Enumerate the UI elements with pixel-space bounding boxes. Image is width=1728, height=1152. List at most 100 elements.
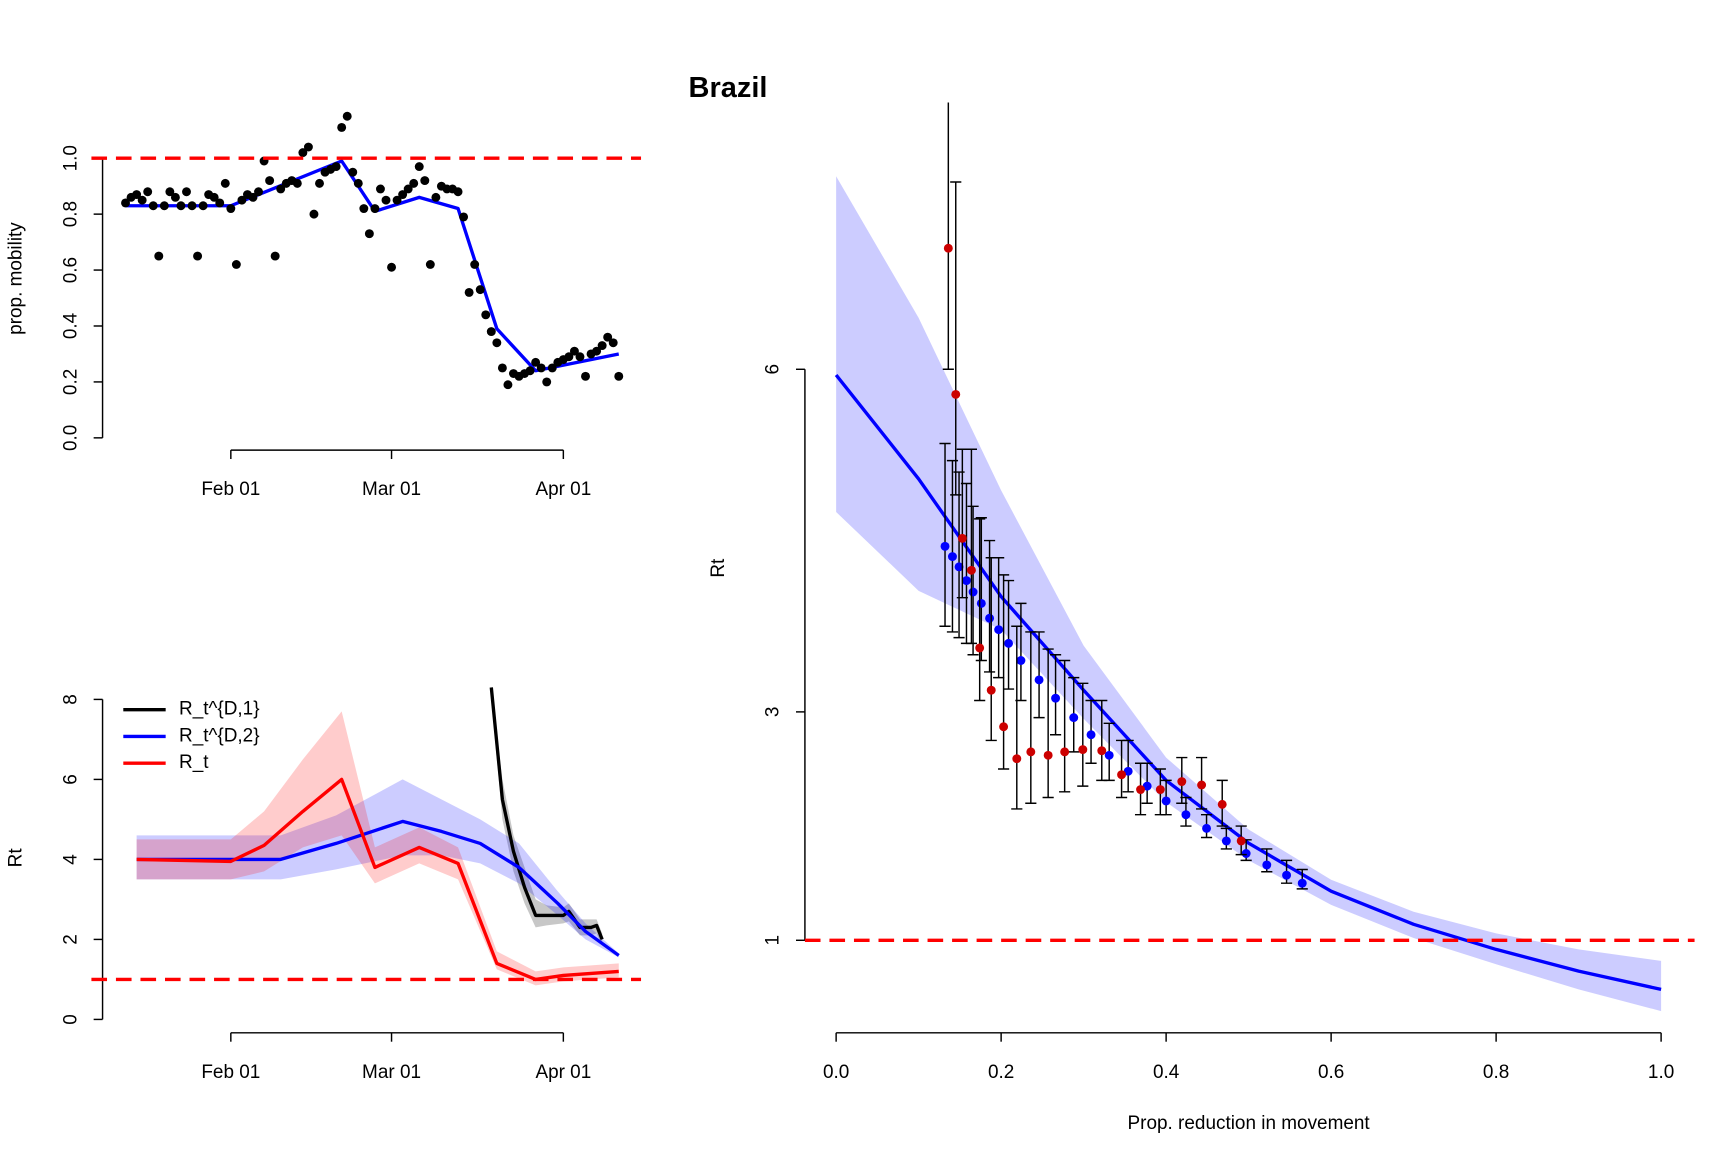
legend-label: R_t^{D,1} <box>179 699 260 720</box>
y-tick-label: 4 <box>60 854 81 865</box>
point <box>968 587 978 597</box>
point <box>121 198 130 208</box>
point <box>1123 766 1133 776</box>
y-tick-label: 0.4 <box>60 313 81 339</box>
x-tick-label: Apr 01 <box>535 479 591 500</box>
point <box>298 148 308 158</box>
y-axis-label: prop. mobility <box>6 222 27 335</box>
point <box>976 598 986 608</box>
line <box>125 159 620 373</box>
error-bar <box>985 556 997 742</box>
y-tick-label: 0.6 <box>60 257 81 283</box>
point <box>193 251 203 261</box>
point <box>353 178 363 188</box>
point <box>187 201 197 211</box>
point <box>569 346 579 356</box>
point <box>1202 823 1212 833</box>
y-tick-label: 1 <box>763 935 784 946</box>
point <box>254 187 263 197</box>
point <box>165 187 175 197</box>
point <box>309 209 319 219</box>
point <box>154 251 164 261</box>
point <box>148 201 158 211</box>
point <box>398 190 408 200</box>
point <box>597 341 607 351</box>
legend-label: R_t <box>179 752 209 773</box>
point <box>470 260 480 269</box>
x-tick-label: Apr 01 <box>535 1062 591 1083</box>
y-tick-label: 2 <box>60 934 81 945</box>
y-tick-label: 0.0 <box>60 425 81 451</box>
point <box>1236 836 1246 846</box>
x-tick-label: 0.8 <box>1483 1062 1509 1083</box>
point <box>270 251 280 261</box>
point <box>943 243 953 253</box>
point <box>492 338 502 348</box>
error-bar <box>950 181 962 496</box>
point <box>276 184 286 194</box>
point <box>420 176 430 186</box>
y-tick-label: 0 <box>60 1014 81 1025</box>
point <box>376 184 385 194</box>
point <box>547 363 557 373</box>
point <box>425 260 435 269</box>
point <box>459 212 469 222</box>
legend-label: R_t^{D,2} <box>179 725 260 746</box>
point <box>453 187 463 197</box>
x-tick-label: Mar 01 <box>362 1062 421 1083</box>
point <box>337 122 347 132</box>
error-bar <box>1096 699 1108 782</box>
point <box>1217 799 1227 809</box>
point <box>957 533 967 543</box>
point <box>381 195 391 205</box>
point <box>387 262 397 272</box>
point <box>170 192 180 202</box>
figure-title: Brazil <box>689 72 768 104</box>
point <box>331 162 341 172</box>
point <box>608 338 618 348</box>
point <box>951 389 961 399</box>
x-axis-label: Prop. reduction in movement <box>1128 1113 1371 1134</box>
error-bar <box>974 518 986 702</box>
x-tick-label: 1.0 <box>1648 1062 1674 1083</box>
point <box>962 576 971 586</box>
point <box>348 167 358 177</box>
x-tick-label: Feb 01 <box>201 479 260 500</box>
error-bar <box>1115 739 1128 799</box>
point <box>370 204 380 213</box>
point <box>198 201 208 211</box>
point <box>1043 750 1053 760</box>
point <box>1004 638 1014 648</box>
error-bar <box>984 539 996 673</box>
point <box>292 178 302 188</box>
x-tick-label: Mar 01 <box>362 479 421 500</box>
error-bar <box>967 505 979 656</box>
point <box>536 363 546 373</box>
point <box>132 190 142 200</box>
point <box>359 204 369 213</box>
y-tick-label: 6 <box>763 364 784 375</box>
point <box>1097 746 1107 756</box>
point <box>975 643 985 653</box>
point <box>614 371 624 381</box>
error-bar <box>975 517 987 662</box>
point <box>954 562 964 572</box>
y-axis-label: Rt <box>6 848 27 868</box>
point <box>581 371 590 381</box>
point <box>531 357 541 367</box>
plot-area <box>136 687 620 986</box>
point <box>1221 836 1231 846</box>
point <box>1282 870 1292 880</box>
line <box>136 819 620 957</box>
point <box>1161 796 1171 806</box>
point <box>940 541 950 551</box>
point <box>409 178 419 188</box>
y-tick-label: 1.0 <box>60 145 81 171</box>
point <box>1069 713 1079 723</box>
y-tick-label: 6 <box>60 774 81 785</box>
plot-area <box>121 111 624 390</box>
point <box>475 285 485 295</box>
